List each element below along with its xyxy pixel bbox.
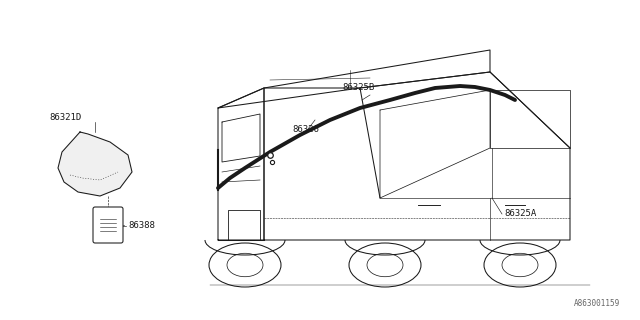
Text: 86325B: 86325B [342,84,374,92]
Text: 86388: 86388 [128,221,155,230]
Text: 86326: 86326 [292,125,319,134]
Text: 86321D: 86321D [49,114,81,123]
Text: A863001159: A863001159 [573,299,620,308]
Polygon shape [58,132,132,196]
Text: 86325A: 86325A [504,210,536,219]
FancyBboxPatch shape [93,207,123,243]
